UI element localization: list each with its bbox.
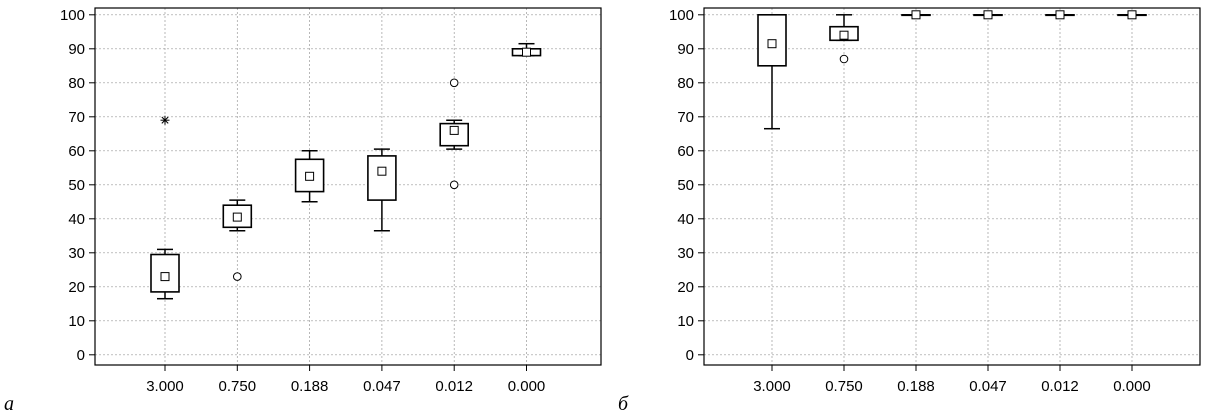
y-tick-label: 30	[68, 245, 85, 262]
x-tick-label: 3.000	[146, 378, 184, 395]
x-tick-label: 0.047	[363, 378, 401, 395]
x-tick-label: 3.000	[753, 378, 791, 395]
y-tick-label: 0	[77, 347, 85, 364]
y-tick-label: 100	[60, 7, 85, 24]
panel-1: 0 10 20 30 40 50 60 70 80 90 100 3.000 0.750 0.188 0.0…	[60, 7, 602, 395]
box-plot-0.750	[222, 199, 253, 281]
mean-marker	[522, 47, 531, 57]
box-plot-0.047	[367, 148, 397, 232]
outlier-point	[449, 180, 459, 190]
plot-frame	[94, 7, 602, 366]
y-tick-label: 70	[677, 109, 694, 126]
outlier-point	[233, 272, 242, 281]
box-plot-0.000	[511, 42, 542, 57]
y-tick-label: 30	[677, 245, 694, 262]
panel-label: а	[4, 393, 14, 415]
box-plot-0.000	[1117, 10, 1147, 20]
x-tick-label: 0.750	[825, 378, 863, 395]
box-plot-3.000	[757, 14, 787, 130]
x-tick-label: 0.750	[219, 378, 257, 395]
plot-frame	[703, 7, 1201, 366]
mean-marker	[232, 212, 242, 222]
mean-marker	[377, 166, 387, 176]
mean-marker	[1127, 10, 1137, 20]
box-plot-0.750	[829, 14, 859, 64]
box-plot-3.000	[150, 115, 180, 300]
y-tick-label: 60	[677, 143, 694, 160]
outlier-point	[839, 54, 849, 64]
y-tick-label: 40	[68, 211, 85, 228]
x-tick-label: 0.188	[291, 378, 329, 395]
y-tick-label: 70	[68, 109, 85, 126]
mean-marker	[449, 125, 459, 135]
box-plot-0.012	[1045, 10, 1075, 20]
y-tick-label: 50	[677, 177, 694, 194]
mean-marker	[305, 171, 315, 181]
y-tick-label: 10	[677, 313, 694, 330]
box-plot-0.012	[439, 78, 470, 190]
x-tick-label: 0.012	[1041, 378, 1079, 395]
y-tick-label: 80	[677, 75, 694, 92]
box-plot-0.047	[973, 10, 1003, 20]
mean-marker	[160, 272, 170, 282]
x-tick-label: 0.000	[508, 378, 546, 395]
y-tick-label: 80	[68, 75, 85, 92]
mean-marker	[767, 39, 777, 49]
y-tick-label: 90	[68, 41, 85, 58]
x-tick-label: 0.188	[897, 378, 935, 395]
panel-label: б	[618, 393, 629, 415]
mean-marker	[911, 10, 921, 20]
y-tick-label: 60	[68, 143, 85, 160]
extreme-point	[160, 115, 170, 125]
y-tick-label: 40	[677, 211, 694, 228]
outlier-point	[449, 78, 459, 88]
mean-marker	[839, 30, 849, 40]
x-tick-label: 0.000	[1113, 378, 1151, 395]
y-tick-label: 50	[68, 177, 85, 194]
box-iqr	[367, 155, 397, 201]
box-plot-0.188	[294, 150, 325, 203]
panel-2: 0 10 20 30 40 50 60 70 80 90 100 3.000 0.750 0.188 0.0…	[669, 7, 1201, 395]
mean-marker	[983, 10, 993, 20]
y-tick-label: 20	[68, 279, 85, 296]
y-tick-label: 90	[677, 41, 694, 58]
mean-marker	[1055, 10, 1065, 20]
box-plot-0.188	[901, 10, 931, 20]
y-tick-label: 100	[669, 7, 694, 24]
y-tick-label: 10	[68, 313, 85, 330]
y-tick-label: 20	[677, 279, 694, 296]
x-tick-label: 0.047	[969, 378, 1007, 395]
x-tick-label: 0.012	[435, 378, 473, 395]
y-tick-label: 0	[686, 347, 694, 364]
